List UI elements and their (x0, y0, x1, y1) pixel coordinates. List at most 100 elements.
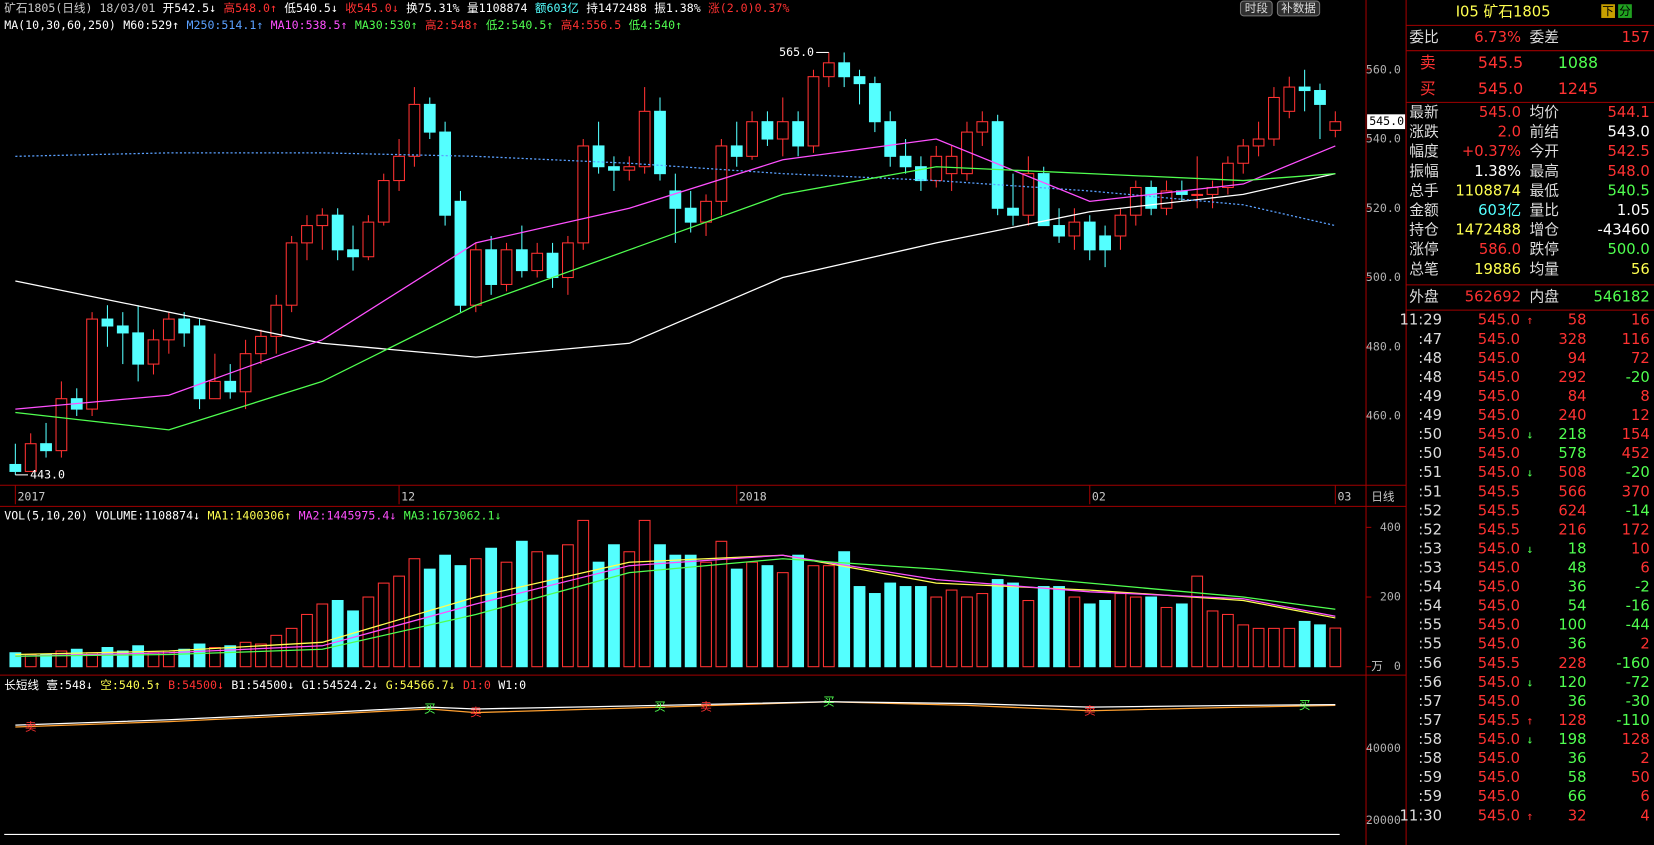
tick-price: 545.5 (1478, 521, 1520, 538)
candle-body (1252, 138, 1265, 147)
header-item: D1:0 (463, 678, 491, 692)
candle-body (331, 214, 344, 251)
buy-label: 买 (1420, 79, 1436, 98)
header-item: B:54500↓ (168, 678, 224, 692)
candle-body (347, 249, 359, 258)
volume-bar (776, 572, 789, 668)
candle-body (899, 155, 912, 168)
last-price-box (1367, 114, 1406, 130)
tick-time: :51 (1418, 483, 1442, 500)
volume-bar (1007, 582, 1019, 668)
volume-bar (608, 544, 620, 668)
field-label: 金额 (1409, 202, 1439, 219)
volume-bar (1283, 627, 1296, 668)
tick-price: 545.0 (1478, 731, 1520, 748)
tick-volume: 36 (1568, 693, 1587, 710)
tick-time: :58 (1418, 750, 1442, 767)
tick-time: :48 (1418, 350, 1442, 367)
volume-bar (224, 645, 237, 668)
period-label: 日线 (1371, 489, 1395, 503)
quote-icon-label[interactable]: 下 (1602, 4, 1614, 18)
volume-bar (700, 561, 712, 668)
volume-bar (55, 650, 68, 668)
tick-time: :56 (1418, 674, 1442, 691)
tick-volume: 58 (1568, 312, 1587, 329)
indicator-line (15, 173, 1336, 358)
candle-body (485, 249, 498, 285)
sell-price: 545.5 (1478, 53, 1523, 72)
quote-icon[interactable] (1618, 4, 1632, 18)
indicator-line (15, 554, 1336, 657)
field-value: 1.38% (1474, 163, 1521, 180)
volume-bar (239, 641, 252, 668)
volume-bar (1329, 627, 1342, 668)
field-value: 546182 (1593, 289, 1649, 306)
candle-body (776, 121, 789, 140)
toolbar-button[interactable] (1239, 0, 1273, 17)
volume-bar (1314, 624, 1326, 668)
tick-direction: ↑ (1526, 713, 1533, 727)
tick-price: 545.0 (1478, 331, 1520, 348)
tick-price: 545.5 (1478, 712, 1520, 729)
sell-volume: 1088 (1558, 53, 1598, 72)
candle-body (500, 249, 513, 285)
quote-icon-label[interactable]: 分 (1619, 4, 1631, 18)
volume-bar (469, 558, 482, 668)
volume-bar (669, 554, 682, 668)
header-item: MA10:538.5↑ (271, 18, 348, 32)
tick-price: 545.0 (1478, 617, 1520, 634)
tick-price: 545.0 (1478, 369, 1520, 386)
tick-price: 545.0 (1478, 560, 1520, 577)
field-label: 持仓 (1409, 222, 1439, 239)
volume-bar (623, 551, 636, 668)
tick-price: 545.0 (1478, 674, 1520, 691)
candle-body (915, 166, 927, 182)
candle-body (1221, 162, 1234, 189)
field-label: 幅度 (1409, 143, 1439, 160)
tick-oi-change: 154 (1622, 426, 1650, 443)
indicator-line (15, 152, 1336, 227)
tick-oi-change: 452 (1622, 445, 1650, 462)
toolbar-button[interactable] (1276, 0, 1321, 17)
header-item: G1:54524.2↓ (302, 678, 379, 692)
volume-bar (638, 519, 651, 668)
quote-icon[interactable] (1601, 4, 1615, 18)
toolbar-button-label[interactable]: 时段 (1245, 1, 1269, 15)
candle-body (1329, 121, 1342, 131)
high-note: 565.0 (779, 45, 814, 59)
volume-bar (915, 586, 927, 668)
candle-body (1022, 173, 1035, 216)
candle-body (669, 190, 682, 209)
tick-time: :49 (1418, 388, 1442, 405)
volume-bar (1237, 624, 1250, 668)
tick-time: :51 (1418, 464, 1442, 481)
field-label: 均量 (1530, 261, 1560, 278)
tick-price: 545.0 (1478, 598, 1520, 615)
header-item: 持1472488 (586, 1, 646, 15)
tick-time: :55 (1418, 636, 1442, 653)
volume-bar (316, 603, 329, 668)
candle-body (439, 131, 452, 216)
volume-bar (684, 554, 697, 668)
tick-volume: 198 (1558, 731, 1586, 748)
indicator-line (15, 166, 1336, 431)
field-label: 内盘 (1530, 288, 1560, 306)
signal-marker: 买 (1299, 698, 1311, 712)
toolbar-button-label[interactable]: 补数据 (1281, 1, 1316, 15)
candle-body (684, 207, 697, 223)
field-value: -43460 (1598, 222, 1650, 239)
field-value: 56 (1631, 261, 1650, 278)
tick-volume: 36 (1568, 579, 1587, 596)
field-label: 量比 (1530, 202, 1560, 219)
field-label: 外盘 (1409, 288, 1439, 306)
tick-time: :59 (1418, 788, 1442, 805)
tick-time: :57 (1418, 693, 1442, 710)
volume-bar (301, 613, 313, 668)
volume-bar (1206, 610, 1219, 668)
volume-bar (991, 579, 1004, 668)
volume-bar (1068, 596, 1081, 668)
tick-time: :52 (1418, 521, 1442, 538)
candle-body (853, 76, 866, 85)
